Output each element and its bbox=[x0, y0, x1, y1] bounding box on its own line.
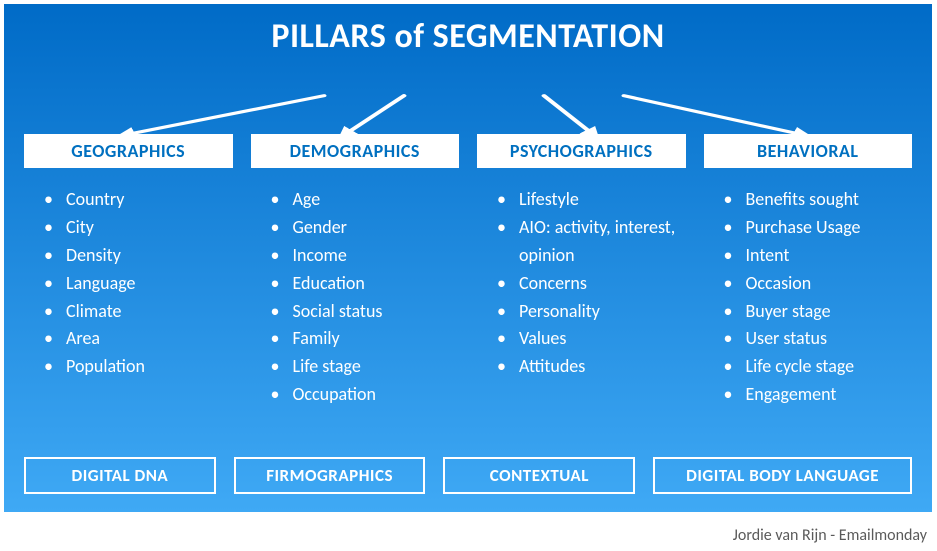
column-list: AgeGenderIncomeEducationSocial statusFam… bbox=[251, 186, 460, 409]
bottom-box: DIGITAL BODY LANGUAGE bbox=[653, 457, 912, 494]
list-item: Life cycle stage bbox=[724, 353, 913, 381]
column-header: PSYCHOGRAPHICS bbox=[477, 134, 686, 168]
list-item: Purchase Usage bbox=[724, 214, 913, 242]
list-item: Age bbox=[271, 186, 460, 214]
list-item: Family bbox=[271, 325, 460, 353]
list-item: Language bbox=[44, 270, 233, 298]
attribution-text: Jordie van Rijn - Emailmonday bbox=[733, 526, 927, 545]
arrow-3 bbox=[544, 96, 594, 135]
list-item: Engagement bbox=[724, 381, 913, 409]
column-psychographics: PSYCHOGRAPHICS LifestyleAIO: activity, in… bbox=[477, 134, 686, 409]
column-header: GEOGRAPHICS bbox=[24, 134, 233, 168]
column-header: BEHAVIORAL bbox=[704, 134, 913, 168]
column-list: Benefits soughtPurchase UsageIntentOccas… bbox=[704, 186, 913, 409]
arrow-1 bbox=[124, 96, 324, 135]
list-item: Country bbox=[44, 186, 233, 214]
list-item: Occasion bbox=[724, 270, 913, 298]
list-item: AIO: activity, interest, opinion bbox=[497, 214, 686, 270]
list-item: Attitudes bbox=[497, 353, 686, 381]
list-item: Education bbox=[271, 270, 460, 298]
arrow-2 bbox=[344, 96, 404, 135]
main-title: PILLARS of SEGMENTATION bbox=[4, 16, 932, 57]
columns-container: GEOGRAPHICS CountryCityDensityLanguageCli… bbox=[24, 134, 912, 409]
list-item: Density bbox=[44, 242, 233, 270]
list-item: Concerns bbox=[497, 270, 686, 298]
list-item: Buyer stage bbox=[724, 298, 913, 326]
arrows-svg bbox=[4, 60, 932, 140]
list-item: Social status bbox=[271, 298, 460, 326]
column-geographics: GEOGRAPHICS CountryCityDensityLanguageCli… bbox=[24, 134, 233, 409]
column-list: LifestyleAIO: activity, interest, opinio… bbox=[477, 186, 686, 381]
bottom-box: CONTEXTUAL bbox=[443, 457, 635, 494]
column-list: CountryCityDensityLanguageClimateAreaPop… bbox=[24, 186, 233, 381]
bottom-box: DIGITAL DNA bbox=[24, 457, 216, 494]
arrow-4 bbox=[624, 96, 804, 135]
list-item: Occupation bbox=[271, 381, 460, 409]
list-item: Life stage bbox=[271, 353, 460, 381]
column-demographics: DEMOGRAPHICS AgeGenderIncomeEducationSoci… bbox=[251, 134, 460, 409]
list-item: Intent bbox=[724, 242, 913, 270]
list-item: User status bbox=[724, 325, 913, 353]
column-header: DEMOGRAPHICS bbox=[251, 134, 460, 168]
list-item: Lifestyle bbox=[497, 186, 686, 214]
list-item: Personality bbox=[497, 298, 686, 326]
infographic-canvas: PILLARS of SEGMENTATION GEOGRAPHICS Count… bbox=[4, 4, 932, 512]
list-item: Area bbox=[44, 325, 233, 353]
list-item: City bbox=[44, 214, 233, 242]
list-item: Climate bbox=[44, 298, 233, 326]
list-item: Gender bbox=[271, 214, 460, 242]
list-item: Population bbox=[44, 353, 233, 381]
bottom-row: DIGITAL DNA FIRMOGRAPHICS CONTEXTUAL DIGITA… bbox=[24, 457, 912, 494]
list-item: Values bbox=[497, 325, 686, 353]
bottom-box: FIRMOGRAPHICS bbox=[234, 457, 426, 494]
list-item: Income bbox=[271, 242, 460, 270]
column-behavioral: BEHAVIORAL Benefits soughtPurchase UsageI… bbox=[704, 134, 913, 409]
list-item: Benefits sought bbox=[724, 186, 913, 214]
